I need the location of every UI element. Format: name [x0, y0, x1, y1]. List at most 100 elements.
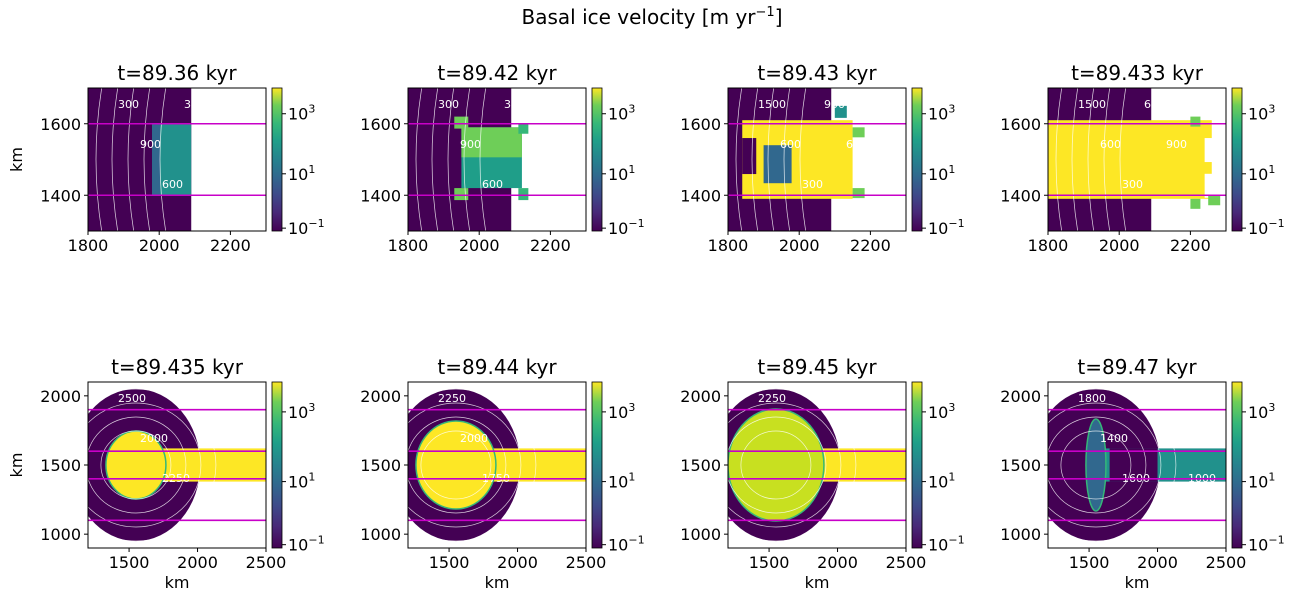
colorbar [911, 87, 923, 232]
contour-line [408, 402, 522, 528]
x-tick-label: 2000 [1137, 553, 1178, 572]
colorbar-tick-label: 101 [608, 163, 635, 184]
field: 300 900 600 300 300 [408, 88, 586, 231]
contour-line [1071, 88, 1079, 231]
contour-label: 300 [526, 138, 547, 151]
contour-line [463, 88, 471, 231]
contour-label: 900 [140, 138, 161, 151]
contour-line [728, 402, 842, 528]
field: 1500 600 300 600 900 [1048, 88, 1226, 231]
contour-label: 300 [118, 98, 139, 111]
panel-title: t=89.42 kyr [437, 61, 557, 85]
colorbar-tick-label: 10−1 [288, 534, 325, 555]
panel-title: t=89.43 kyr [757, 61, 877, 85]
y-tick-label: 1000 [680, 525, 721, 544]
colorbar-tick-label: 103 [1248, 103, 1275, 124]
contour-line [1119, 88, 1127, 231]
x-tick-label: 2000 [459, 236, 500, 255]
contour-label: 2500 [206, 432, 234, 445]
y-tick-label: 1600 [1000, 115, 1041, 134]
colorbar-tick-label: 103 [928, 401, 955, 422]
y-axis-label: km [7, 453, 26, 478]
axes-frame [1047, 87, 1227, 232]
axes-frame [727, 87, 907, 232]
stream-cell [454, 188, 469, 201]
contour-line [1103, 88, 1111, 231]
panel-title: t=89.36 kyr [117, 61, 237, 85]
colorbar-tick-label: 101 [1248, 471, 1275, 492]
panel-title: t=89.44 kyr [437, 355, 557, 379]
contour-label: 2200 [1144, 392, 1172, 405]
contour-label: 1500 [1078, 98, 1106, 111]
fast-flow-zone [1085, 418, 1107, 512]
contour-label: 300 [504, 98, 525, 111]
y-tick-label: 2000 [40, 387, 81, 406]
x-axis-label: km [805, 573, 830, 592]
stream-cell [1190, 116, 1201, 127]
stream-cell [518, 188, 529, 201]
contour-label: 1400 [1100, 432, 1128, 445]
y-tick-label: 1000 [1000, 525, 1041, 544]
contour-line [1055, 88, 1063, 231]
y-tick-label: 1500 [1000, 456, 1041, 475]
x-tick-label: 2000 [497, 553, 538, 572]
x-tick-label: 2000 [779, 236, 820, 255]
contour-label: 2500 [118, 392, 146, 405]
contour-line [111, 88, 119, 231]
contour-line [740, 430, 812, 500]
contour-label: 600 [1144, 98, 1165, 111]
x-tick-label: 2000 [1099, 236, 1140, 255]
fast-flow-zone [415, 420, 497, 510]
y-axis-label: km [7, 147, 26, 172]
contour-line [751, 88, 759, 231]
contour-label: 900 [824, 98, 845, 111]
contour-label: 600 [162, 178, 183, 191]
y-tick-label: 1500 [680, 456, 721, 475]
colorbar-tick-label: 103 [288, 401, 315, 422]
x-axis-label: km [485, 573, 510, 592]
contour-line [415, 88, 423, 231]
x-tick-label: 2200 [530, 236, 571, 255]
contour-line [767, 88, 775, 231]
subplot-3: 1500 600 300 900 600 t=89.43 kyr 1800 2000 2200 1… [680, 61, 964, 255]
contour-line [783, 88, 791, 231]
contour-label: 2000 [460, 432, 488, 445]
panel-title: t=89.47 kyr [1077, 355, 1197, 379]
x-tick-label: 2200 [850, 236, 891, 255]
contour-label: 600 [780, 138, 801, 151]
stream-cell [1208, 195, 1221, 206]
colorbar-tick-label: 10−1 [1248, 534, 1285, 555]
contour-line [143, 88, 151, 231]
contour-label: 300 [1122, 178, 1143, 191]
contour-label: 2250 [758, 392, 786, 405]
contour-line [420, 430, 492, 500]
contour-line [735, 88, 743, 231]
colorbar-tick-label: 10−1 [928, 217, 965, 238]
contour-line [1048, 416, 1147, 514]
x-tick-label: 2500 [566, 553, 607, 572]
colorbar [271, 87, 283, 232]
field: 1500 600 300 900 600 [728, 88, 906, 231]
colorbar-tick-label: 10−1 [288, 217, 325, 238]
contour-line [1048, 402, 1162, 528]
contour-line [1087, 88, 1095, 231]
colorbar-tick-label: 101 [608, 471, 635, 492]
y-tick-label: 1000 [40, 525, 81, 544]
contour-label: 1500 [758, 98, 786, 111]
axes-frame [407, 87, 587, 232]
y-tick-label: 1400 [1000, 186, 1041, 205]
x-tick-label: 1500 [429, 553, 470, 572]
subplot-1: 300 900 600 300 300 t=89.36 kyr 1800 2000 2200 14… [7, 61, 325, 255]
stream-cell [454, 116, 469, 129]
y-tick-label: 1400 [40, 186, 81, 205]
y-tick-label: 1500 [40, 456, 81, 475]
x-tick-label: 1500 [1069, 553, 1110, 572]
contour-label: 300 [438, 98, 459, 111]
contour-label: 300 [802, 178, 823, 191]
y-tick-label: 1400 [360, 186, 401, 205]
figure-title: Basal ice velocity [m yr−1] [522, 5, 783, 29]
colorbar [271, 381, 283, 549]
